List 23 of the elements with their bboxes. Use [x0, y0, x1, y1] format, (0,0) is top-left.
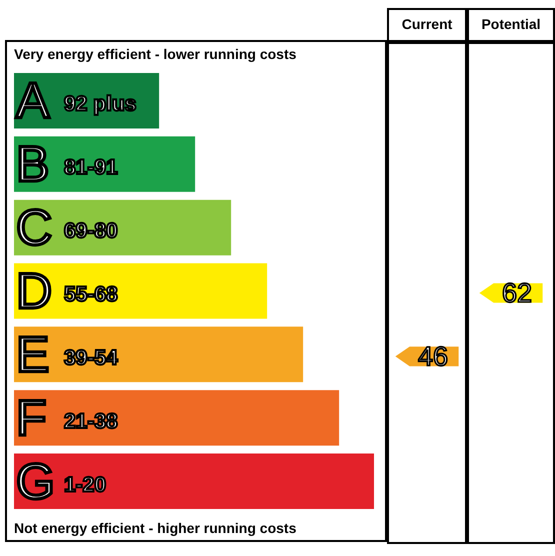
y-tick-label: A — [16, 72, 50, 129]
annotation: 81-91 — [64, 156, 118, 180]
data-label: 46 — [418, 341, 448, 372]
bar — [14, 454, 374, 510]
y-tick-label: E — [16, 326, 50, 382]
annotation: 1-20 — [64, 473, 106, 496]
bar — [14, 390, 340, 446]
data-label: 62 — [502, 278, 532, 308]
y-tick-label: B — [16, 136, 50, 192]
annotation: 21-38 — [64, 410, 118, 433]
annotation: Not energy efficient - higher running costs — [14, 520, 297, 536]
category-label: Potential — [481, 16, 541, 32]
y-tick-label: D — [16, 263, 52, 319]
y-tick-label: G — [16, 453, 55, 510]
category-label: Current — [402, 16, 453, 32]
annotation: 92 plus — [64, 92, 136, 116]
y-tick-label: C — [16, 200, 52, 256]
chart-title: Very energy efficient - lower running costs — [14, 46, 297, 62]
bar — [14, 326, 304, 382]
y-tick-label: F — [16, 390, 47, 446]
annotation: 69-80 — [64, 220, 118, 243]
annotation: 55-68 — [64, 283, 118, 306]
annotation: 39-54 — [64, 346, 118, 370]
